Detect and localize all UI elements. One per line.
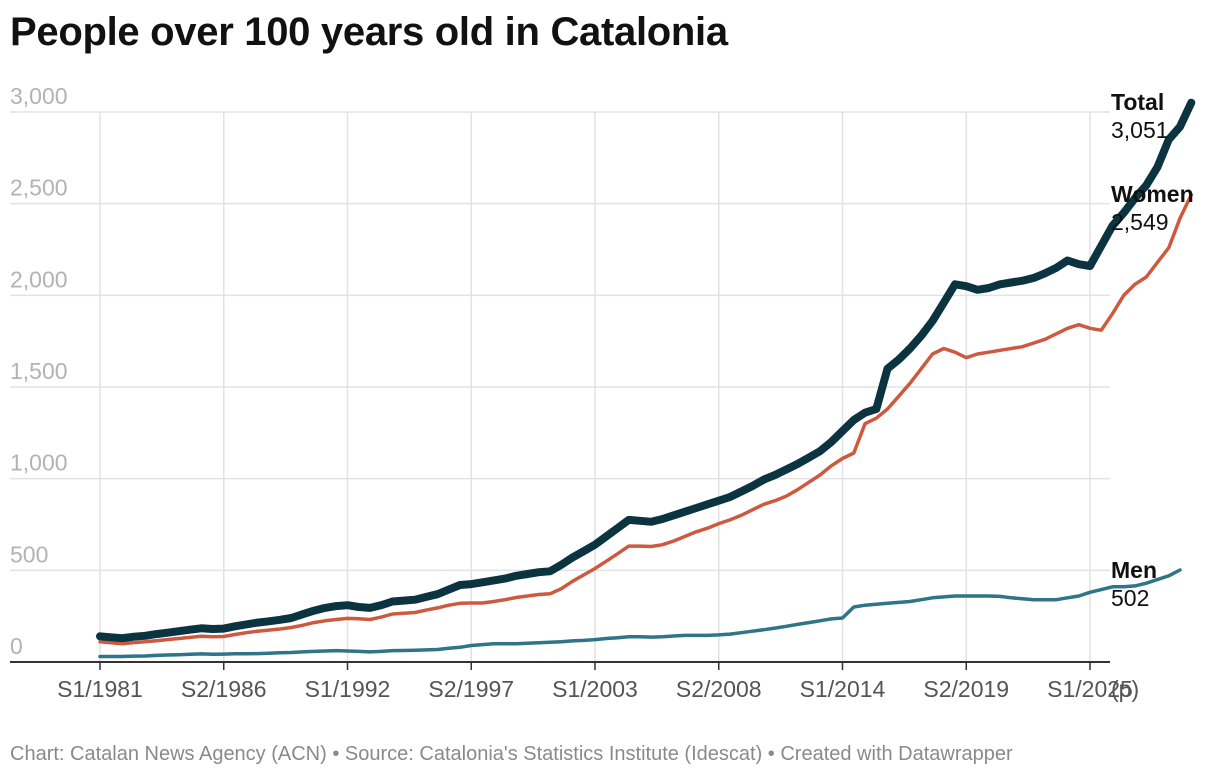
x-tick-label: S2/2019 [923, 676, 1009, 702]
x-tick-label: S2/1997 [428, 676, 514, 702]
x-axis-labels: S1/1981 S2/1986 S1/1992 S2/1997 S1/2003 S2/20… [57, 676, 1139, 702]
series-lines [96, 98, 1196, 659]
x-tick-label: S1/1992 [305, 676, 391, 702]
y-tick-label: 0 [10, 633, 23, 659]
series-value-men: 502 [1111, 585, 1149, 611]
y-tick-label: 500 [10, 541, 48, 567]
y-tick-label: 1,000 [10, 450, 68, 476]
series-label-women: Women [1111, 181, 1194, 207]
y-tick-label: 2,000 [10, 266, 68, 292]
x-tick-label: S1/1981 [57, 676, 143, 702]
series-line-total [96, 98, 1196, 643]
series-line-men [98, 568, 1182, 659]
y-tick-label: 2,500 [10, 175, 68, 201]
x-tick-label: S2/2008 [676, 676, 762, 702]
x-axis-note: (p) [1111, 676, 1139, 702]
chart-title: People over 100 years old in Catalonia [10, 10, 728, 54]
series-value-total: 3,051 [1111, 117, 1169, 143]
vertical-gridlines [99, 112, 1091, 670]
y-tick-label: 1,500 [10, 358, 68, 384]
x-tick-label: S1/2025 [1047, 676, 1133, 702]
series-line-women [98, 192, 1194, 646]
series-label-men: Men [1111, 557, 1157, 583]
series-label-total: Total [1111, 89, 1164, 115]
series-value-women: 2,549 [1111, 209, 1169, 235]
x-tick-label: S2/1986 [181, 676, 267, 702]
x-tick-label: S1/2014 [800, 676, 886, 702]
y-axis-labels: 0 500 1,000 1,500 2,000 2,500 3,000 [10, 83, 68, 659]
y-tick-label: 3,000 [10, 83, 68, 109]
x-tick-label: S1/2003 [552, 676, 638, 702]
horizontal-gridlines [10, 111, 1110, 663]
chart-footer: Chart: Catalan News Agency (ACN) • Sourc… [10, 743, 1013, 765]
